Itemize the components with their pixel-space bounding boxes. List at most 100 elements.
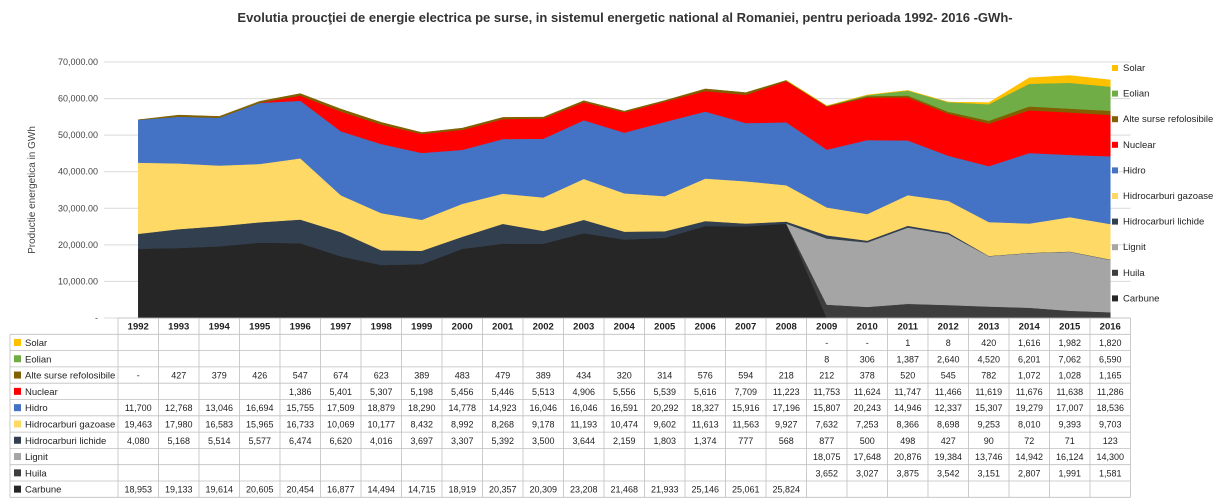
table-cell: - [866, 338, 869, 348]
table-cell: 16,877 [327, 485, 355, 495]
table-cell: 1,803 [653, 436, 676, 446]
table-cell: 5,456 [451, 387, 474, 397]
table-year-header: 2008 [776, 322, 797, 333]
legend-label: Hidrocarburi lichide [1123, 217, 1204, 228]
table-cell: 8,992 [451, 419, 474, 429]
table-cell: 427 [171, 371, 186, 381]
table-year-header: 2013 [978, 322, 999, 333]
table-cell: 15,916 [732, 403, 760, 413]
legend-label: Hidrocarburi gazoase [1123, 191, 1213, 202]
table-cell: 389 [414, 371, 429, 381]
table-cell: 314 [657, 371, 672, 381]
table-cell: 576 [698, 371, 713, 381]
table-cell: 594 [738, 371, 753, 381]
table-cell: 3,644 [572, 436, 595, 446]
table-year-header: 1999 [411, 322, 432, 333]
table-year-header: 1994 [209, 322, 231, 333]
table-cell: 434 [576, 371, 591, 381]
table-cell: 6,474 [289, 436, 312, 446]
legend-label: Carbune [1123, 293, 1159, 304]
table-cell: 4,016 [370, 436, 393, 446]
table-row-label: Eolian [25, 354, 51, 365]
table-cell: 6,620 [329, 436, 352, 446]
table-cell: 23,208 [570, 485, 598, 495]
table-cell: 20,876 [894, 452, 922, 462]
table-cell: 4,080 [127, 436, 150, 446]
y-tick-label: 70,000.00 [58, 57, 98, 67]
table-row-label: Nuclear [25, 387, 58, 398]
table-cell: 17,007 [1056, 403, 1084, 413]
table-cell: 6,590 [1099, 354, 1122, 364]
table-cell: 16,694 [246, 403, 274, 413]
table-year-header: 2006 [695, 322, 716, 333]
table-year-header: 1996 [290, 322, 311, 333]
table-year-header: 2001 [492, 322, 514, 333]
legend-label: Nuclear [1123, 140, 1156, 151]
table-row-swatch [14, 338, 21, 346]
stacked-areas [138, 75, 1111, 319]
table-row-swatch [14, 404, 21, 412]
table-year-header: 1997 [330, 322, 351, 333]
table-cell: 547 [293, 371, 308, 381]
table-row-label: Lignit [25, 452, 48, 463]
table-cell: 3,652 [815, 468, 838, 478]
y-tick-label: 10,000.00 [58, 276, 98, 286]
table-cell: 18,879 [367, 403, 395, 413]
area-solar [786, 75, 1111, 107]
table-cell: 18,536 [1096, 403, 1124, 413]
table-cell: 19,463 [124, 419, 152, 429]
table-cell: 15,755 [286, 403, 314, 413]
table-cell: 15,307 [975, 403, 1003, 413]
table-cell: 11,619 [975, 387, 1002, 397]
table-cell: 8 [824, 354, 829, 364]
table-row-swatch [14, 453, 21, 461]
table-cell: 9,602 [653, 419, 676, 429]
table-year-header: 2007 [735, 322, 756, 333]
table-cell: 3,500 [532, 436, 555, 446]
table-cell: 18,075 [813, 452, 841, 462]
table-row-label: Hidro [25, 403, 48, 414]
table-cell: 389 [536, 371, 551, 381]
table-cell: 18,919 [448, 485, 476, 495]
table-row-label: Solar [25, 338, 47, 349]
table-cell: 782 [981, 371, 996, 381]
table-cell: - [825, 338, 828, 348]
table-cell: 71 [1065, 436, 1075, 446]
table-cell: 16,583 [205, 419, 233, 429]
table-cell: 21,933 [651, 485, 679, 495]
table-cell: 8,010 [1018, 419, 1041, 429]
table-cell: 11,700 [125, 403, 152, 413]
table-cell: 17,196 [772, 403, 800, 413]
table-cell: 1,387 [896, 354, 919, 364]
table-cell: 1,386 [289, 387, 312, 397]
legend-swatch [1112, 193, 1118, 199]
table-cell: 1,072 [1018, 371, 1041, 381]
table-cell: 520 [900, 371, 915, 381]
table-cell: 25,146 [691, 485, 719, 495]
table-cell: 8,432 [410, 419, 433, 429]
table-cell: 1 [905, 338, 910, 348]
table-cell: 11,223 [773, 387, 800, 397]
table-cell: 623 [374, 371, 389, 381]
legend: Solar Eolian Alte surse refolosibile Nuclea… [1112, 63, 1213, 304]
table-cell: 9,253 [977, 419, 1000, 429]
table-year-header: 2014 [1019, 322, 1041, 333]
table-cell: 21,468 [610, 485, 638, 495]
table-cell: 5,514 [208, 436, 231, 446]
table-row-swatch [14, 420, 21, 428]
table-cell: 20,309 [529, 485, 557, 495]
table-cell: 14,778 [448, 403, 476, 413]
table-cell: 17,648 [853, 452, 881, 462]
legend-swatch [1112, 218, 1118, 225]
table-year-header: 2005 [654, 322, 676, 333]
table-cell: 25,824 [772, 485, 800, 495]
table-cell: 20,292 [651, 403, 679, 413]
table-cell: 7,709 [734, 387, 757, 397]
y-tick-label: 20,000.00 [58, 240, 98, 250]
table-cell: 4,520 [977, 354, 1000, 364]
table-year-header: 2000 [452, 322, 473, 333]
legend-swatch [1112, 167, 1118, 174]
table-row-swatch [14, 387, 21, 395]
y-axis-ticks: - 10,000.00 20,000.00 30,000.00 40,000.00 50,… [58, 57, 98, 323]
table-cell: 6,201 [1018, 354, 1041, 364]
